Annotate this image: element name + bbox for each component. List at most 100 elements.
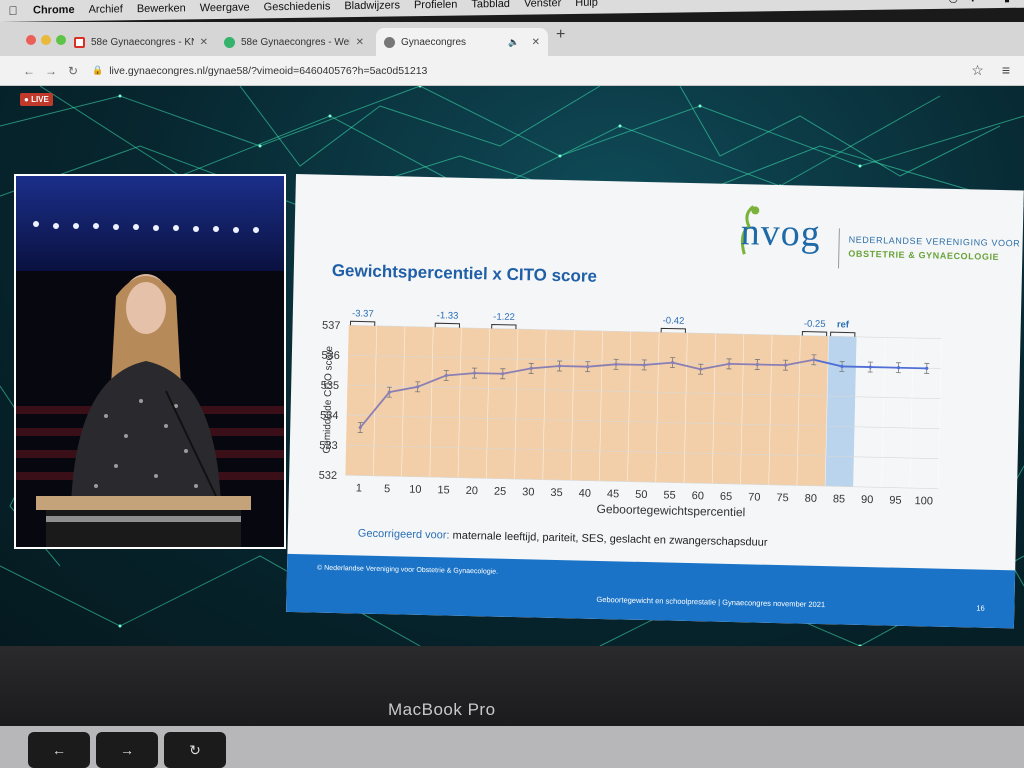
close-window-icon[interactable]	[26, 35, 36, 45]
gmail-icon	[74, 36, 85, 48]
left-arrow-key-icon: ←	[28, 732, 90, 768]
data-point	[444, 373, 448, 378]
menu-tabblad[interactable]: Tabblad	[471, 0, 510, 11]
tab-label: 58e Gynaecongres - Web App	[241, 36, 350, 48]
back-icon[interactable]: ←	[23, 63, 35, 78]
annotation-label: -0.25	[804, 319, 826, 330]
grid-line-horizontal	[345, 474, 939, 489]
data-point	[472, 371, 477, 375]
series-line-segment	[870, 366, 899, 369]
footnote-label: Gecorrigeerd voor:	[357, 527, 450, 542]
data-point	[699, 367, 703, 371]
slide-title: Gewichtspercentiel x CITO score	[331, 260, 598, 286]
speaker-video[interactable]	[14, 174, 286, 549]
minimize-window-icon[interactable]	[41, 35, 51, 45]
y-tick-label: 534	[320, 410, 339, 422]
grid-line-vertical	[457, 327, 462, 478]
menu-geschiedenis[interactable]: Geschiedenis	[263, 0, 331, 14]
menu-venster[interactable]: Venster	[523, 0, 562, 10]
series-line-segment	[729, 362, 758, 366]
menu-hulp[interactable]: Hulp	[575, 0, 598, 9]
close-tab-icon[interactable]: ✕	[355, 36, 364, 48]
reading-list-icon[interactable]: ≡	[1001, 62, 1010, 78]
speaker-video-frame	[16, 176, 284, 547]
data-point	[642, 363, 646, 367]
presentation-slide: nvog NEDERLANDSE VERENIGING VOOR OBSTETR…	[286, 174, 1024, 629]
menu-weergave[interactable]: Weergave	[199, 1, 250, 15]
battery-icon[interactable]: ▮	[1004, 0, 1010, 3]
grid-line-vertical	[485, 328, 490, 479]
menu-app-name[interactable]: Chrome	[33, 3, 75, 17]
apple-icon[interactable]: 	[0, 4, 26, 18]
grid-line-vertical	[937, 338, 942, 489]
series-line-segment	[359, 391, 391, 429]
y-tick-label: 535	[321, 380, 340, 392]
menu-bladwijzers[interactable]: Bladwijzers	[344, 0, 400, 13]
laptop-brand: MacBook Pro	[388, 700, 496, 719]
data-point	[727, 362, 731, 366]
annotation-bracket	[434, 322, 461, 328]
new-tab-button[interactable]: +	[556, 26, 566, 43]
close-tab-icon[interactable]: ✕	[531, 36, 540, 48]
menu-archief[interactable]: Archief	[88, 3, 123, 16]
series-line-segment	[417, 374, 447, 388]
x-tick-label: 95	[889, 495, 902, 507]
grid-line-horizontal	[346, 414, 940, 429]
close-tab-icon[interactable]: ✕	[199, 36, 208, 48]
bluetooth-icon[interactable]: ✱	[968, 0, 977, 4]
grid-line-horizontal	[347, 384, 941, 399]
grid-line-vertical	[881, 337, 886, 488]
tab-webapp[interactable]: 58e Gynaecongres - Web App ✕	[216, 28, 372, 56]
tab-gynaecongres[interactable]: Gynaecongres 🔈 ✕	[376, 28, 548, 56]
x-tick-label: 25	[494, 486, 507, 498]
data-point	[925, 366, 929, 370]
y-tick-label: 532	[319, 470, 338, 482]
series-line-segment	[813, 358, 843, 368]
x-tick-label: 55	[663, 489, 676, 501]
wifi-icon[interactable]: ◔	[987, 0, 994, 4]
grid-line-vertical	[683, 332, 688, 483]
logo-line-1: NEDERLANDSE VERENIGING VOOR	[848, 234, 1021, 249]
data-point	[586, 365, 590, 369]
annotation-label: -0.42	[663, 315, 685, 326]
reference-region	[825, 336, 857, 487]
grid-line-vertical	[401, 326, 406, 477]
audio-playing-icon[interactable]: 🔈	[508, 36, 520, 47]
data-point	[755, 362, 759, 367]
series-line-segment	[785, 358, 815, 367]
data-point	[840, 364, 844, 369]
reload-icon[interactable]: ↻	[67, 63, 79, 78]
x-tick-label: 50	[635, 489, 648, 501]
forward-icon[interactable]: →	[45, 63, 57, 78]
shaded-region	[345, 325, 829, 487]
data-point	[812, 358, 816, 362]
logo-divider	[837, 228, 840, 269]
maximize-window-icon[interactable]	[56, 35, 66, 45]
tab-strip: 58e Gynaecongres - KNOW BI ✕ 58e Gynaeco…	[0, 22, 1024, 56]
menu-bewerken[interactable]: Bewerken	[136, 2, 186, 16]
tab-know[interactable]: 58e Gynaecongres - KNOW BI ✕	[66, 28, 216, 56]
address-bar[interactable]: 🔒 live.gynaecongres.nl/gynae58/?vimeoid=…	[92, 65, 427, 77]
url-text[interactable]: live.gynaecongres.nl/gynae58/?vimeoid=64…	[109, 64, 428, 77]
x-tick-label: 60	[692, 490, 705, 502]
keyboard-deck: ← → ↻	[0, 726, 1024, 768]
x-tick-label: 15	[437, 484, 450, 496]
x-tick-label: 1	[356, 482, 362, 494]
bookmark-star-icon[interactable]: ☆	[971, 62, 984, 78]
grid-line-vertical	[372, 325, 378, 476]
x-tick-label: 45	[607, 488, 620, 500]
history-icon[interactable]: ◷	[948, 0, 958, 4]
series-line-segment	[757, 363, 786, 367]
webapp-icon	[224, 36, 235, 48]
data-point	[557, 364, 562, 368]
menu-profielen[interactable]: Profielen	[413, 0, 458, 12]
x-tick-label: 85	[833, 493, 846, 505]
annotation-label: -1.22	[493, 312, 515, 323]
series-line-segment	[700, 362, 730, 371]
lock-icon: 🔒	[92, 65, 104, 75]
globe-icon	[384, 36, 395, 48]
series-line-segment	[587, 363, 617, 368]
footer-copyright: © Nederlandse Vereniging voor Obstetrie …	[316, 564, 499, 576]
logo-line-2: OBSTETRIE & GYNAECOLOGIE	[848, 248, 1000, 262]
